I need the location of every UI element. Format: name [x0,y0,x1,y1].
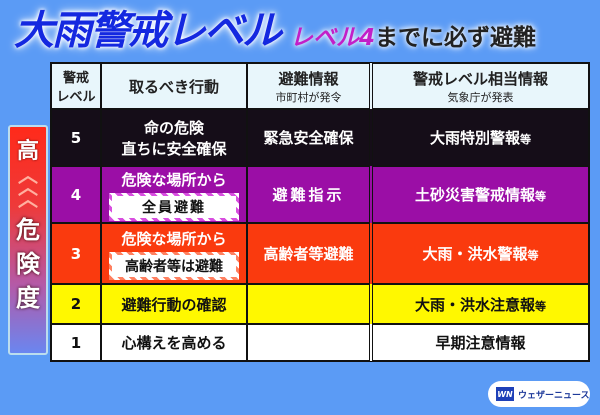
header-action: 取るべき行動 [100,62,248,110]
header-level: 警戒 レベル [50,62,102,110]
subtitle-level: レベル4 [290,25,376,51]
header-warn: 警戒レベル相当情報気象庁が発表 [370,62,590,110]
level: 4 [50,165,102,224]
evac-info [246,283,373,325]
action: 危険な場所から高齢者等は避難 [100,222,248,285]
action: 心構えを高める [100,323,248,362]
action: 避難行動の確認 [100,283,248,325]
warn-info: 大雨・洪水注意報等 [370,283,590,325]
table-row: 3 危険な場所から高齢者等は避難 高齢者等避難 大雨・洪水警報等 [50,222,590,285]
evac-info [246,323,373,362]
warn-text: 大雨・洪水警報 [422,245,528,263]
header-evac-title: 避難情報 [278,69,339,88]
table-row: 4 危険な場所から全員避難 避難指示 土砂災害警戒情報等 [50,165,590,224]
danger-high-label: 高 [16,139,39,164]
warn-info: 土砂災害警戒情報等 [370,165,590,224]
weathernews-logo: WN ウェザーニュース [488,381,590,407]
warn-text: 大雨・洪水注意報 [414,295,535,314]
header-evac-sub: 市町村が発令 [275,90,342,104]
header-warn-title: 警戒レベル相当情報 [412,69,548,88]
title: 大雨警戒レベル レベル4までに必ず避難 [14,4,536,56]
action: 危険な場所から全員避難 [100,165,248,224]
warn-suffix: 等 [535,299,546,313]
level: 3 [50,222,102,285]
warn-text: 早期注意情報 [435,334,526,352]
action-tag: 高齢者等は避難 [109,251,239,280]
alert-level-table: 警戒 レベル 取るべき行動 避難情報市町村が発令 警戒レベル相当情報気象庁が発表… [50,62,590,362]
danger-label-2: 険 [16,250,40,278]
danger-label-1: 危 [16,216,40,244]
main-title: 大雨警戒レベル [14,8,282,54]
action-tag: 全員避難 [109,192,239,221]
warn-suffix: 等 [520,133,531,146]
subtitle: レベル4までに必ず避難 [290,18,536,56]
wn-logo-icon: WN [496,387,514,401]
danger-label-3: 度 [16,284,40,312]
action-line: 危険な場所から [121,229,227,248]
header-evac: 避難情報市町村が発令 [246,62,373,110]
warn-info: 大雨・洪水警報等 [370,222,590,285]
danger-scale: 高 ︿ ︿ ︿ 危 険 度 [8,125,48,355]
warn-text: 土砂災害警戒情報 [414,186,535,204]
warn-suffix: 等 [527,249,539,262]
action-line: 危険な場所から [121,170,227,189]
evac-info: 緊急安全確保 [246,108,373,167]
level: 5 [50,108,102,167]
evac-info: 避難指示 [246,165,373,224]
logo-text: ウェザーニュース [518,390,590,401]
warn-text: 大雨特別警報 [429,129,520,147]
table-row: 5 命の危険直ちに安全確保 緊急安全確保 大雨特別警報等 [50,108,590,167]
action: 命の危険直ちに安全確保 [100,108,248,167]
level: 2 [50,283,102,325]
evac-info: 高齢者等避難 [246,222,373,285]
action-line: 命の危険 [143,118,204,137]
header-warn-sub: 気象庁が発表 [447,90,514,104]
table-header: 警戒 レベル 取るべき行動 避難情報市町村が発令 警戒レベル相当情報気象庁が発表 [50,62,590,110]
action-line: 直ちに安全確保 [121,139,227,158]
warn-info: 早期注意情報 [370,323,590,362]
level: 1 [50,323,102,362]
warn-suffix: 等 [535,190,546,203]
table-row: 1 心構えを高める 早期注意情報 [50,323,590,362]
subtitle-text: までに必ず避難 [375,25,537,51]
table-row: 2 避難行動の確認 大雨・洪水注意報等 [50,283,590,325]
warn-info: 大雨特別警報等 [370,108,590,167]
chevron-up-icon: ︿ ︿ ︿ [18,163,38,211]
